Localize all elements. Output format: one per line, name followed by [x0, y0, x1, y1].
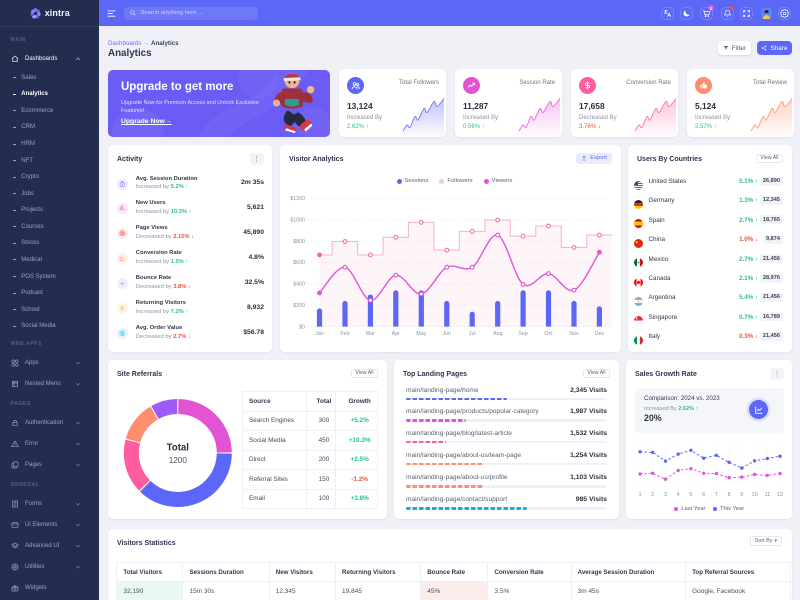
svg-text:$1200: $1200	[290, 196, 305, 202]
svg-text:Jan: Jan	[315, 331, 324, 337]
svg-text:1200: 1200	[169, 456, 188, 465]
svg-text:4: 4	[677, 492, 680, 498]
svg-text:$800: $800	[293, 239, 305, 245]
svg-text:Total: Total	[167, 443, 189, 454]
svg-text:$1000: $1000	[290, 217, 305, 223]
svg-text:$600: $600	[293, 260, 305, 266]
svg-text:7: 7	[715, 492, 718, 498]
svg-text:8: 8	[728, 492, 731, 498]
svg-text:$0: $0	[299, 324, 305, 330]
svg-text:6: 6	[702, 492, 705, 498]
svg-text:$400: $400	[293, 282, 305, 288]
svg-text:Aug: Aug	[493, 331, 502, 337]
svg-text:Mar: Mar	[366, 331, 375, 337]
svg-text:1: 1	[638, 492, 641, 498]
svg-text:5: 5	[689, 492, 692, 498]
svg-text:Nov: Nov	[569, 331, 579, 337]
svg-text:Sep: Sep	[518, 331, 527, 337]
svg-text:9: 9	[740, 492, 743, 498]
svg-text:3: 3	[664, 492, 667, 498]
svg-text:Apr: Apr	[392, 331, 400, 337]
svg-text:11: 11	[764, 492, 770, 498]
svg-text:2: 2	[651, 492, 654, 498]
svg-text:12: 12	[777, 492, 783, 498]
svg-text:Oct: Oct	[544, 331, 553, 337]
svg-text:$200: $200	[293, 303, 305, 309]
svg-text:Jul: Jul	[469, 331, 476, 337]
svg-text:Dec: Dec	[595, 331, 605, 337]
svg-text:Feb: Feb	[340, 331, 349, 337]
svg-text:Jun: Jun	[443, 331, 452, 337]
svg-text:10: 10	[752, 492, 758, 498]
svg-text:May: May	[416, 331, 426, 337]
